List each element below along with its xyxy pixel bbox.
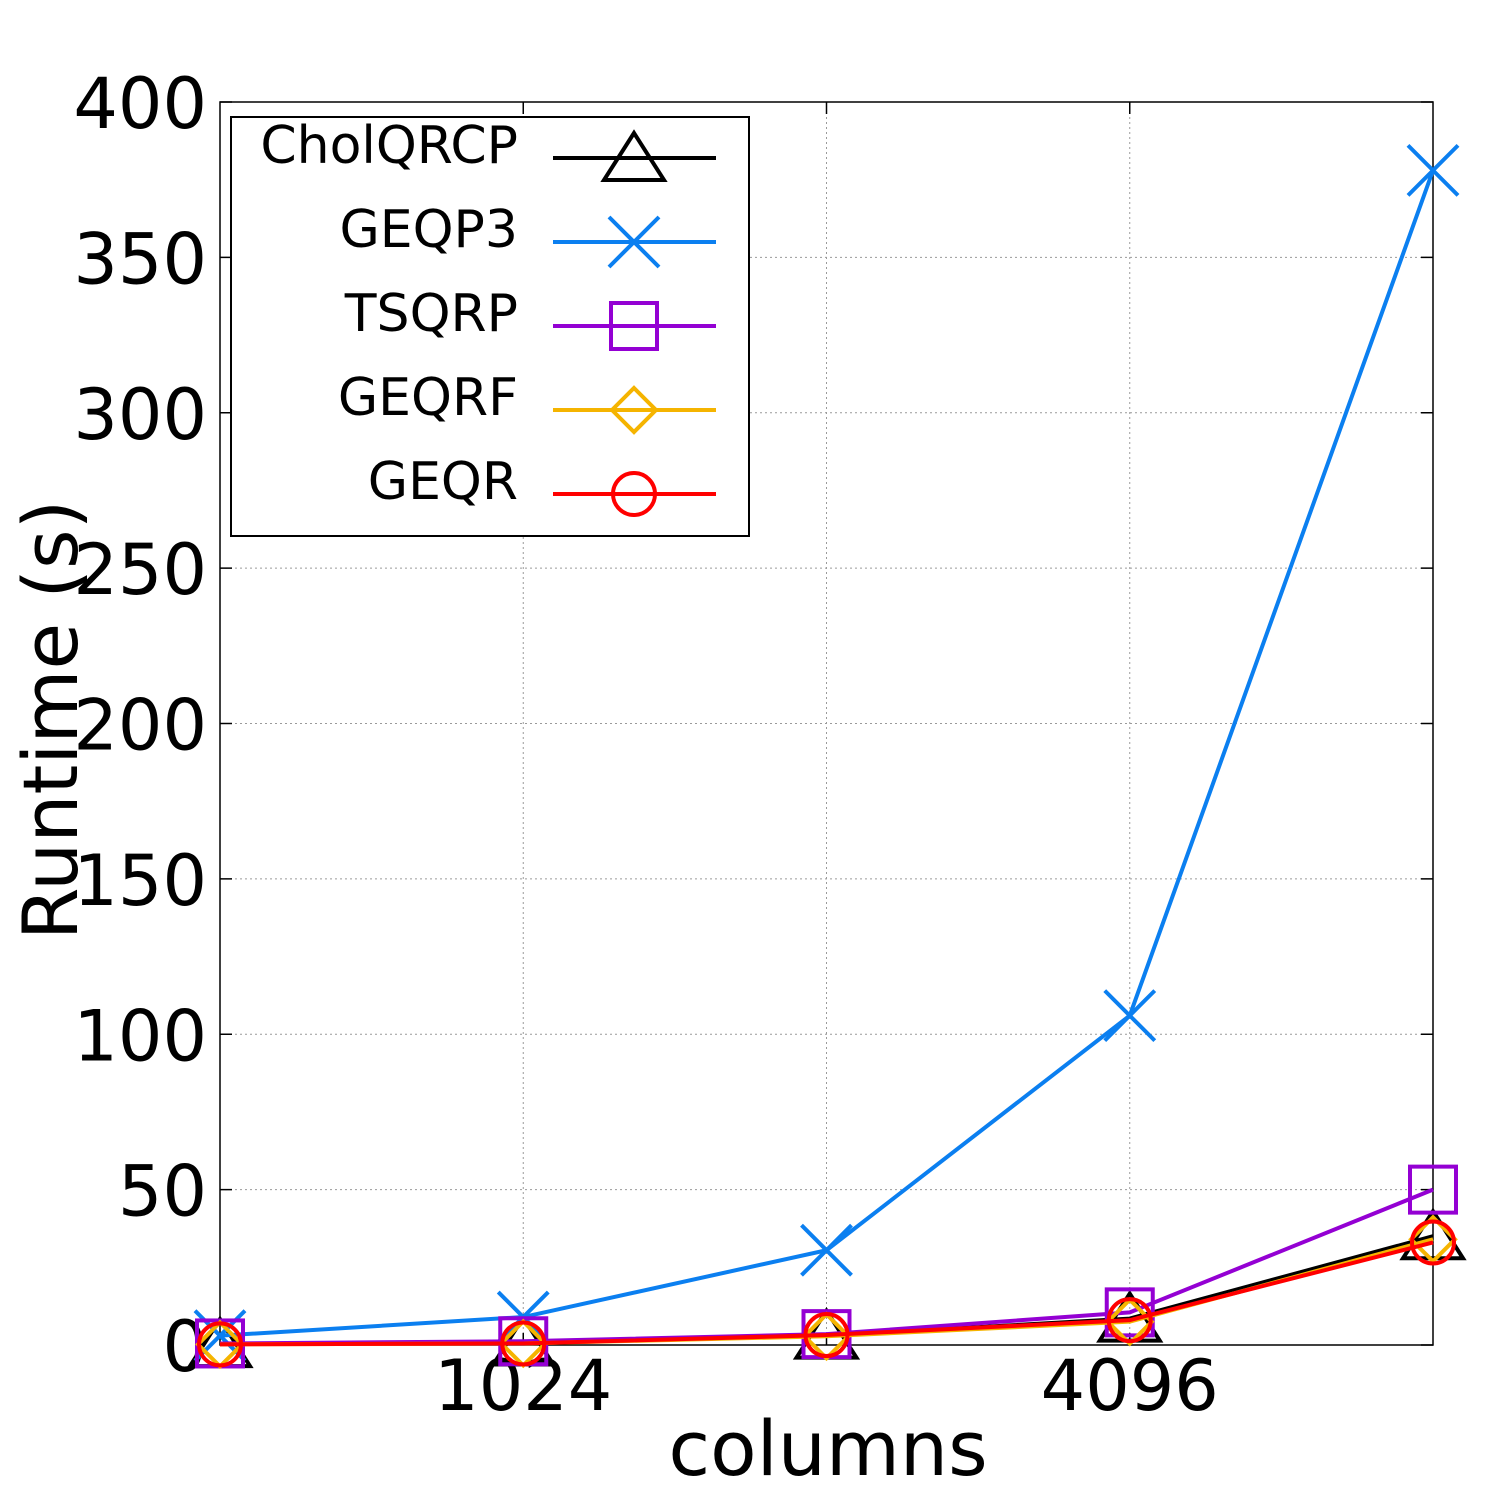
y-axis-label: Runtime (s) — [6, 500, 95, 941]
series-layer — [186, 143, 1467, 1370]
diamond-marker — [609, 385, 659, 435]
diamond-marker — [1408, 1214, 1458, 1265]
legend-label: GEQRF — [338, 368, 518, 428]
x-tick-label: 4096 — [1041, 1345, 1219, 1427]
x-marker — [607, 215, 661, 269]
x-axis-label: columns — [668, 1404, 987, 1493]
series-line — [219, 1240, 1434, 1347]
y-tick-label: 350 — [73, 218, 207, 300]
legend-label: TSQRP — [344, 284, 518, 344]
x-marker — [1103, 989, 1157, 1043]
grid — [220, 102, 1433, 1345]
series-geqr — [197, 1219, 1456, 1368]
circle-marker — [803, 1312, 850, 1359]
y-tick-label: 50 — [118, 1151, 207, 1233]
circle-marker — [1106, 1297, 1153, 1344]
x-marker — [800, 1223, 853, 1277]
square-marker — [609, 301, 659, 351]
circle-marker — [197, 1321, 243, 1368]
diamond-marker — [801, 1311, 852, 1362]
y-tick-label: 250 — [73, 529, 207, 611]
y-tick-label: 100 — [73, 995, 207, 1077]
x-tick-label: 1024 — [434, 1345, 612, 1427]
legend: CholQRCP GEQP3 TSQRP GEQRF GEQR — [230, 116, 750, 537]
circle-marker — [500, 1320, 547, 1367]
triangle-marker — [600, 129, 668, 182]
y-tick-label: 300 — [73, 374, 207, 456]
square-marker — [1408, 1164, 1458, 1215]
x-marker — [1406, 143, 1460, 197]
legend-label: GEQR — [368, 452, 518, 512]
legend-label: GEQP3 — [339, 200, 518, 260]
circle-marker — [1410, 1219, 1456, 1266]
y-tick-label: 150 — [73, 840, 207, 922]
y-tick-label: 400 — [73, 63, 207, 145]
legend-label: CholQRCP — [260, 116, 518, 176]
y-tick-label: 200 — [73, 685, 207, 767]
circle-marker — [611, 471, 657, 517]
